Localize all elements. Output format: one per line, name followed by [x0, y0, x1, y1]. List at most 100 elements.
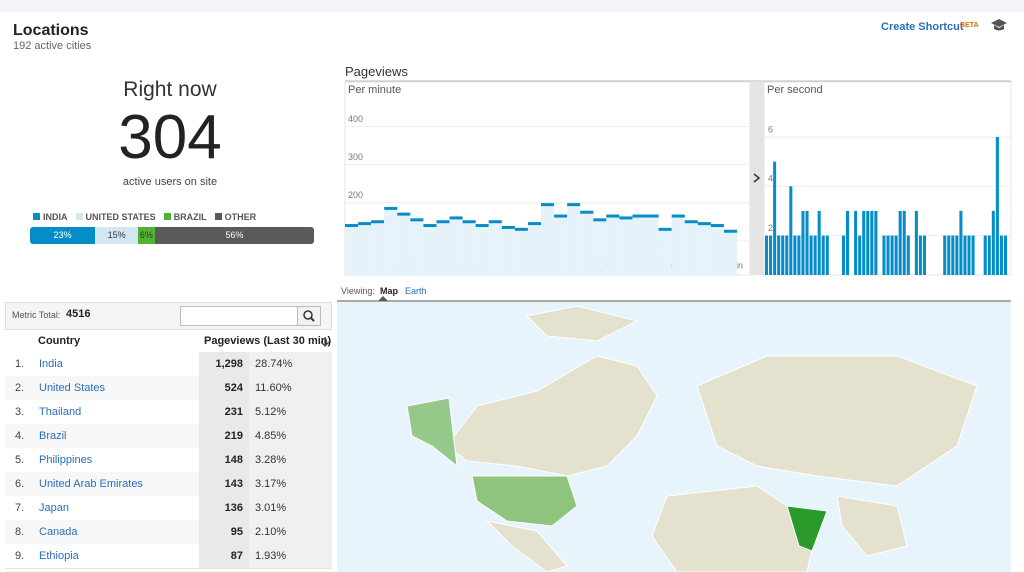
table-row: 7. Japan 136 3.01%	[5, 496, 332, 521]
pct-cell-bg	[249, 544, 332, 568]
step	[671, 214, 685, 218]
sort-arrow	[320, 337, 330, 347]
legend: INDIA UNITED STATES BRAZIL OTHER	[33, 212, 256, 222]
step	[449, 216, 463, 220]
percent: 28.74%	[255, 358, 293, 370]
step	[658, 227, 672, 231]
step	[436, 220, 450, 224]
table-row: 9. Ethiopia 87 1.93%	[5, 544, 332, 569]
area	[475, 225, 489, 275]
country-link[interactable]: Brazil	[39, 430, 67, 442]
column-header[interactable]: Country	[38, 335, 81, 347]
pageviews-title: Pageviews	[345, 64, 408, 79]
bar	[870, 210, 874, 275]
area	[671, 216, 685, 275]
area	[541, 204, 555, 275]
rank: 2.	[15, 382, 25, 394]
bar	[967, 235, 971, 275]
rank: 5.	[15, 454, 25, 466]
pageviews-cell-bg	[199, 472, 249, 496]
area	[723, 231, 737, 275]
pageviews: 1,298	[215, 358, 243, 370]
world-map[interactable]	[337, 296, 1011, 572]
search-button[interactable]	[297, 306, 321, 326]
step	[397, 212, 411, 216]
bar	[874, 210, 878, 275]
pct-cell-bg	[249, 352, 332, 376]
bar	[971, 235, 975, 275]
area	[449, 217, 463, 275]
rank: 6.	[15, 478, 25, 490]
area	[567, 204, 581, 275]
bar	[846, 210, 850, 275]
help-icon[interactable]	[990, 18, 1008, 32]
bar	[943, 235, 947, 275]
pageviews-cell-bg	[199, 544, 249, 568]
area	[632, 216, 646, 275]
country-link[interactable]: Japan	[39, 502, 69, 514]
step	[358, 222, 372, 226]
step	[345, 224, 359, 228]
page-title: Locations	[13, 22, 89, 39]
pageviews: 87	[230, 550, 243, 562]
country-link[interactable]: Ethiopia	[39, 550, 79, 562]
search-box[interactable]	[180, 306, 298, 326]
bar	[898, 210, 902, 275]
earth-tab[interactable]: Earth	[405, 286, 427, 296]
country-link[interactable]: Thailand	[39, 406, 82, 418]
area	[527, 223, 541, 275]
step	[384, 206, 398, 210]
y-tick-label: 2	[768, 223, 773, 233]
bar	[862, 210, 866, 275]
step	[514, 227, 528, 231]
pageviews-cell-bg	[199, 496, 249, 520]
pageviews-cell-bg	[199, 352, 249, 376]
legend-label: OTHER	[224, 212, 257, 222]
pageviews: 231	[224, 406, 243, 418]
table-row: 5. Philippines 148 3.28%	[5, 448, 332, 473]
step	[475, 224, 489, 228]
right-now-label: Right now	[123, 78, 217, 101]
area	[397, 214, 411, 275]
area	[371, 221, 385, 275]
rank: 1.	[15, 358, 25, 370]
step	[554, 214, 568, 218]
country-link[interactable]: United States	[39, 382, 106, 394]
y-tick-label: 4	[768, 174, 773, 184]
percent: 11.60%	[255, 382, 292, 394]
bar	[886, 235, 890, 275]
step	[632, 214, 646, 218]
country-link[interactable]: Canada	[39, 526, 78, 538]
bar	[825, 235, 829, 275]
area	[658, 229, 672, 275]
country-link[interactable]: United Arab Emirates	[39, 478, 143, 490]
map-tab[interactable]: Map	[380, 286, 398, 296]
percent: 5.12%	[255, 406, 287, 418]
pageviews: 524	[224, 382, 243, 394]
rank: 4.	[15, 430, 25, 442]
y-tick-label: 6	[768, 124, 773, 134]
legend-label: INDIA	[43, 212, 68, 222]
create-shortcut[interactable]: Create Shortcut	[881, 21, 964, 33]
metric-total: 4516	[66, 308, 91, 320]
step	[501, 225, 515, 229]
table-row: 1. India 1,298 28.74%	[5, 352, 332, 377]
area	[645, 216, 659, 275]
share-bar: 23% 15% 6% 56%	[30, 227, 314, 244]
legend-swatch	[163, 213, 171, 220]
bar	[914, 210, 918, 275]
table-row: 8. Canada 95 2.10%	[5, 520, 332, 545]
beta-badge: BETA	[960, 22, 979, 29]
bar	[854, 210, 858, 275]
area	[580, 212, 594, 275]
share-segment: 15%	[95, 227, 138, 244]
area	[384, 208, 398, 275]
bar	[987, 235, 991, 275]
bar	[991, 210, 995, 275]
column-header[interactable]: Pageviews (Last 30 min)	[204, 335, 332, 347]
country-link[interactable]: India	[39, 358, 63, 370]
country-link[interactable]: Philippines	[39, 454, 93, 466]
active-caption: active users on site	[122, 176, 218, 188]
step	[567, 203, 581, 207]
pageviews-cell-bg	[199, 424, 249, 448]
